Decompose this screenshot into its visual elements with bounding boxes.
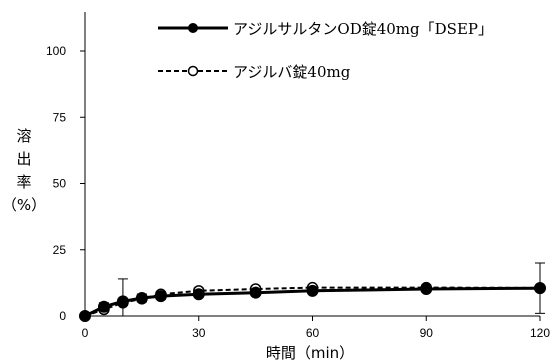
legend-entry-2: アジルバ錠40mg [158,63,351,81]
legend: アジルサルタンOD錠40mg「DSEP」 アジルバ錠40mg [158,20,493,81]
x-axis-label: 時間（min） [266,344,354,362]
data-point-filled [116,295,129,308]
y-tick-label: 100 [46,44,66,58]
data-point-filled [79,310,91,322]
data-point-filled [306,284,319,297]
y-axis-label-char-1: 溶 [16,127,31,145]
x-tick-label: 120 [530,326,550,340]
series-line-dashed [84,286,541,317]
legend-label-2: アジルバ錠40mg [233,63,351,81]
data-point-filled [420,282,433,295]
y-axis-label-char-3: 率 [16,173,31,191]
data-point-filled [534,282,546,295]
axes [84,12,540,317]
legend-entry-1: アジルサルタンOD錠40mg「DSEP」 [158,20,493,38]
data-point-filled [97,300,110,313]
y-axis-label-char-2: 出 [16,150,31,168]
series-1 [79,262,546,322]
x-tick-label: 0 [82,326,89,340]
y-tick-label: 25 [53,243,67,257]
axis-labels: 時間（min） 溶 出 率 （%） [2,127,354,362]
series-line-solid [84,286,541,318]
y-tick-label: 50 [53,177,67,191]
y-axis-label-unit: （%） [2,196,46,214]
data-point-filled [192,288,205,301]
y-tick-label: 0 [59,309,66,323]
legend-marker-open [187,65,199,77]
ticks: 0 25 50 75 100 0 30 60 90 120 [46,44,550,340]
y-tick-label: 75 [53,110,67,124]
data-point-filled [249,286,262,299]
x-tick-label: 30 [192,326,206,340]
data-point-filled [135,291,148,304]
legend-marker-filled [188,23,198,33]
legend-label-1: アジルサルタンOD錠40mg「DSEP」 [233,20,493,38]
x-tick-label: 90 [420,326,434,340]
series [79,262,546,322]
data-point-filled [154,290,167,303]
x-tick-label: 60 [306,326,320,340]
